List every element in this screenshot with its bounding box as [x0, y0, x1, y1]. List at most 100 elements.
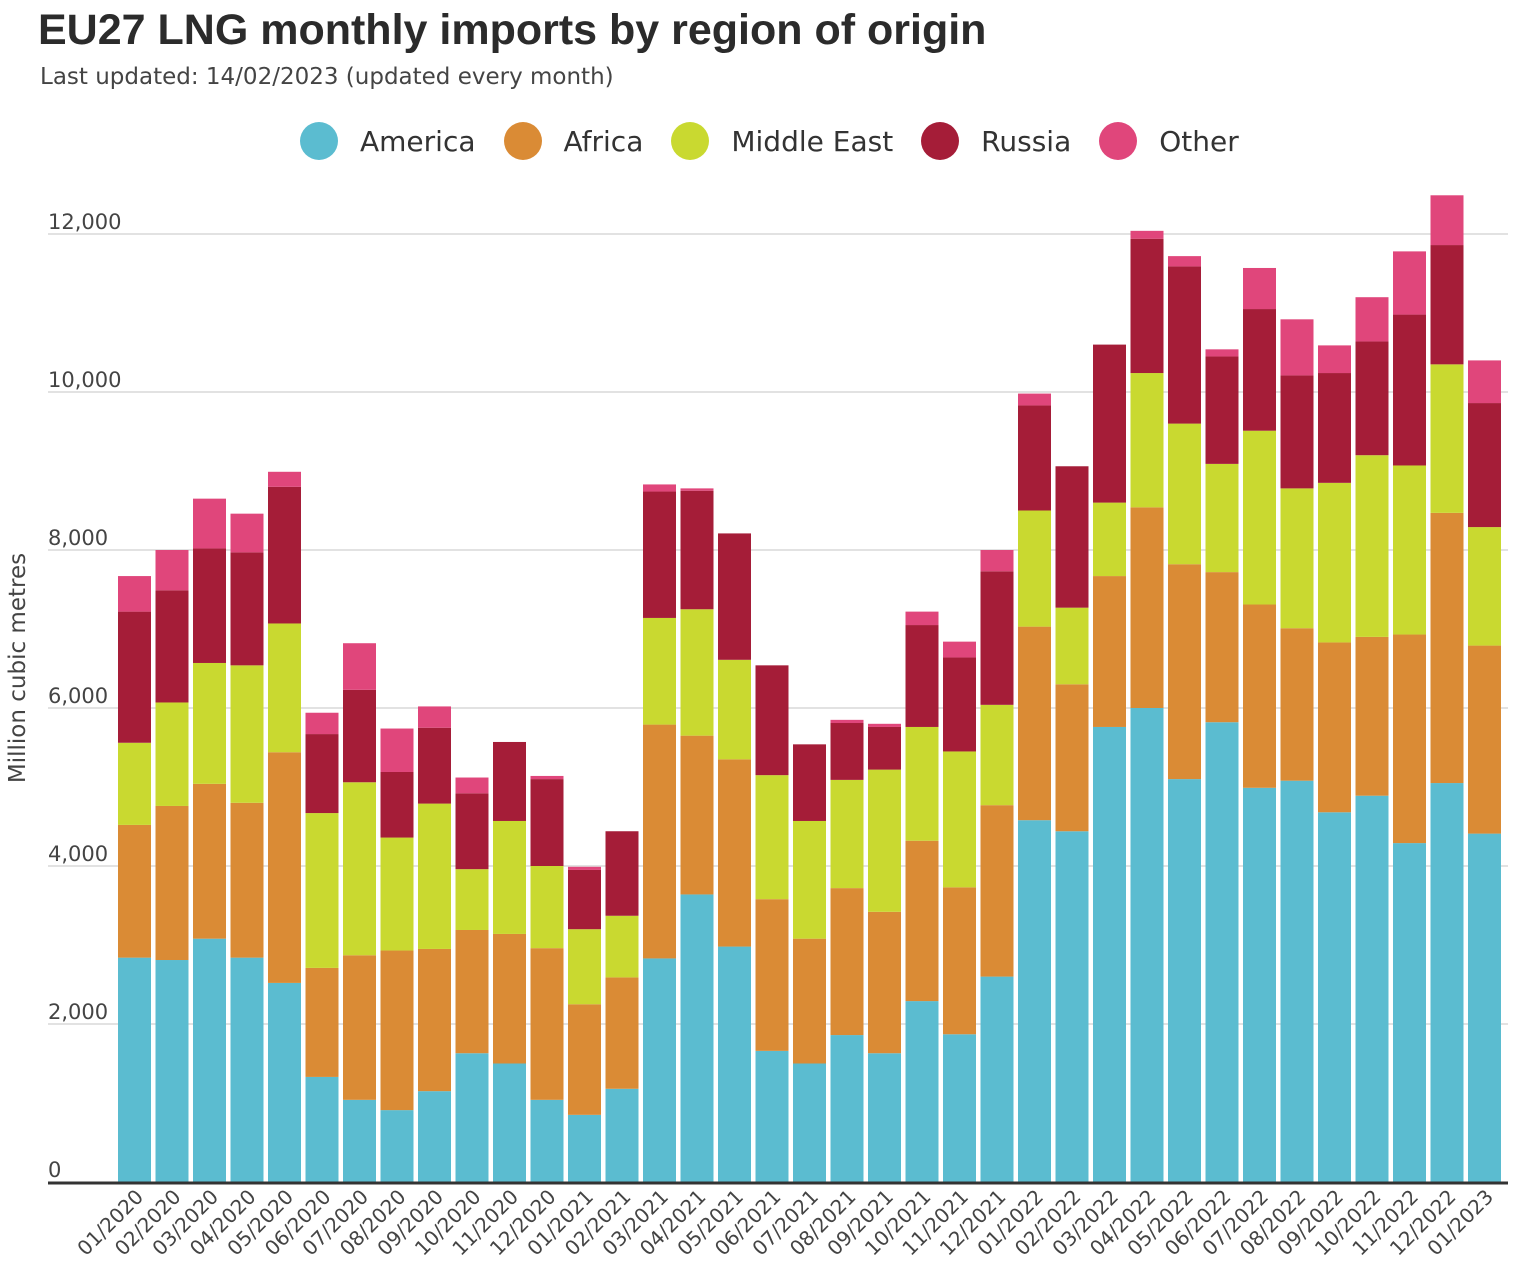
bar-segment-africa: [868, 911, 901, 1054]
legend-item-middle-east: Middle East: [671, 122, 893, 160]
bar-segment-russia: [118, 611, 151, 743]
bar-segment-other: [455, 777, 489, 794]
bar-segment-russia: [418, 727, 451, 804]
bar-segment-africa: [193, 783, 226, 939]
legend-label: Middle East: [731, 124, 894, 158]
bar-segment-africa: [1393, 634, 1426, 844]
bar-segment-america: [1168, 779, 1201, 1182]
bar-segment-other: [1318, 345, 1351, 374]
bar-segment-middle-east: [605, 915, 639, 978]
bar-segment-america: [230, 957, 264, 1182]
bar-segment-middle-east: [643, 617, 676, 725]
bar-segment-america: [605, 1088, 639, 1182]
bar-segment-middle-east: [343, 782, 376, 956]
bar-segment-africa: [1468, 645, 1501, 834]
bar-segment-russia: [1280, 375, 1314, 489]
bar-segment-middle-east: [493, 820, 526, 934]
bar-segment-russia: [868, 726, 901, 770]
bar-segment-middle-east: [1280, 488, 1314, 629]
y-tick-label: 2,000: [48, 1000, 108, 1024]
bar-segment-america: [1130, 708, 1164, 1182]
bar-segment-other: [1130, 230, 1164, 239]
legend-swatch: [921, 122, 960, 160]
bar-segment-america: [1243, 787, 1276, 1182]
bar-segment-russia: [343, 689, 376, 783]
bar-segment-russia: [793, 744, 826, 821]
y-tick-label: 12,000: [48, 210, 121, 234]
bar-segment-middle-east: [1468, 527, 1501, 646]
bar-segment-other: [1168, 256, 1201, 267]
bar-segment-america: [755, 1050, 789, 1182]
bar-segment-russia: [755, 665, 789, 776]
bar-segment-africa: [1430, 512, 1464, 784]
bar-segment-america: [980, 976, 1014, 1182]
bar-segment-middle-east: [1018, 510, 1051, 627]
bar-segment-america: [793, 1063, 826, 1182]
bar-segment-other: [830, 719, 864, 724]
bar-segment-america: [1205, 722, 1239, 1182]
bar-segment-america: [1393, 843, 1426, 1182]
bar-segment-russia: [305, 734, 339, 814]
bar-segment-middle-east: [680, 609, 714, 736]
bar-segment-russia: [605, 831, 639, 916]
bar-segment-africa: [455, 929, 489, 1054]
bar-segment-russia: [680, 490, 714, 610]
bar-segment-other: [305, 712, 339, 735]
bar-segment-america: [418, 1091, 451, 1182]
bar-segment-africa: [905, 840, 939, 1002]
bar-segment-russia: [980, 571, 1014, 705]
bar-segment-other: [118, 576, 151, 612]
bar-segment-america: [1355, 795, 1389, 1182]
bar-segment-america: [1280, 780, 1314, 1182]
bar-segment-middle-east: [1393, 465, 1426, 635]
bar-segment-america: [568, 1114, 601, 1182]
bar-segment-other: [155, 550, 189, 591]
bar-segment-other: [868, 723, 901, 727]
bar-segment-middle-east: [418, 803, 451, 949]
bar-segment-america: [493, 1063, 526, 1182]
bar-segment-middle-east: [868, 769, 901, 912]
bar-segment-america: [905, 1001, 939, 1182]
bar-segment-middle-east: [118, 742, 151, 825]
bar-segment-america: [343, 1099, 376, 1182]
bar-segment-africa: [980, 805, 1014, 977]
bar-segment-africa: [605, 977, 639, 1089]
bar-segment-other: [1243, 267, 1276, 310]
bar-segment-middle-east: [905, 726, 939, 841]
bar-segment-russia: [493, 741, 526, 821]
bar-segment-middle-east: [155, 702, 189, 806]
bar-segment-other: [1393, 251, 1426, 315]
bar-segment-america: [1318, 812, 1351, 1182]
bar-segment-africa: [155, 805, 189, 961]
legend: America Africa Middle East Russia Other: [300, 122, 1267, 160]
bar-segment-other: [268, 471, 301, 487]
bar-segment-middle-east: [718, 659, 751, 760]
y-tick-label: 8,000: [48, 526, 108, 550]
bar-segment-africa: [1318, 642, 1351, 813]
bar-segment-other: [230, 513, 264, 553]
y-tick-label: 0: [48, 1158, 61, 1182]
bar-segment-africa: [1280, 628, 1314, 781]
bar-segment-middle-east: [1355, 455, 1389, 637]
legend-swatch: [671, 122, 710, 160]
bar-segment-middle-east: [1430, 364, 1464, 513]
bar-segment-africa: [530, 948, 564, 1100]
bar-segment-russia: [1468, 403, 1501, 528]
bar-segment-middle-east: [943, 751, 976, 888]
bar-segment-other: [343, 643, 376, 690]
bar-segment-other: [905, 611, 939, 626]
bar-segment-russia: [155, 590, 189, 703]
bar-segment-russia: [1055, 466, 1089, 608]
bar-segment-middle-east: [830, 779, 864, 889]
bar-segment-russia: [1205, 356, 1239, 464]
bar-segment-other: [943, 641, 976, 658]
bar-segment-russia: [943, 657, 976, 752]
chart-subtitle: Last updated: 14/02/2023 (updated every …: [40, 64, 614, 90]
bar-segment-middle-east: [305, 813, 339, 968]
bar-segment-middle-east: [1318, 482, 1351, 643]
legend-label: America: [360, 124, 476, 158]
bar-segment-america: [193, 938, 226, 1182]
bar-segment-middle-east: [1130, 373, 1164, 508]
legend-item-africa: Africa: [503, 122, 643, 160]
